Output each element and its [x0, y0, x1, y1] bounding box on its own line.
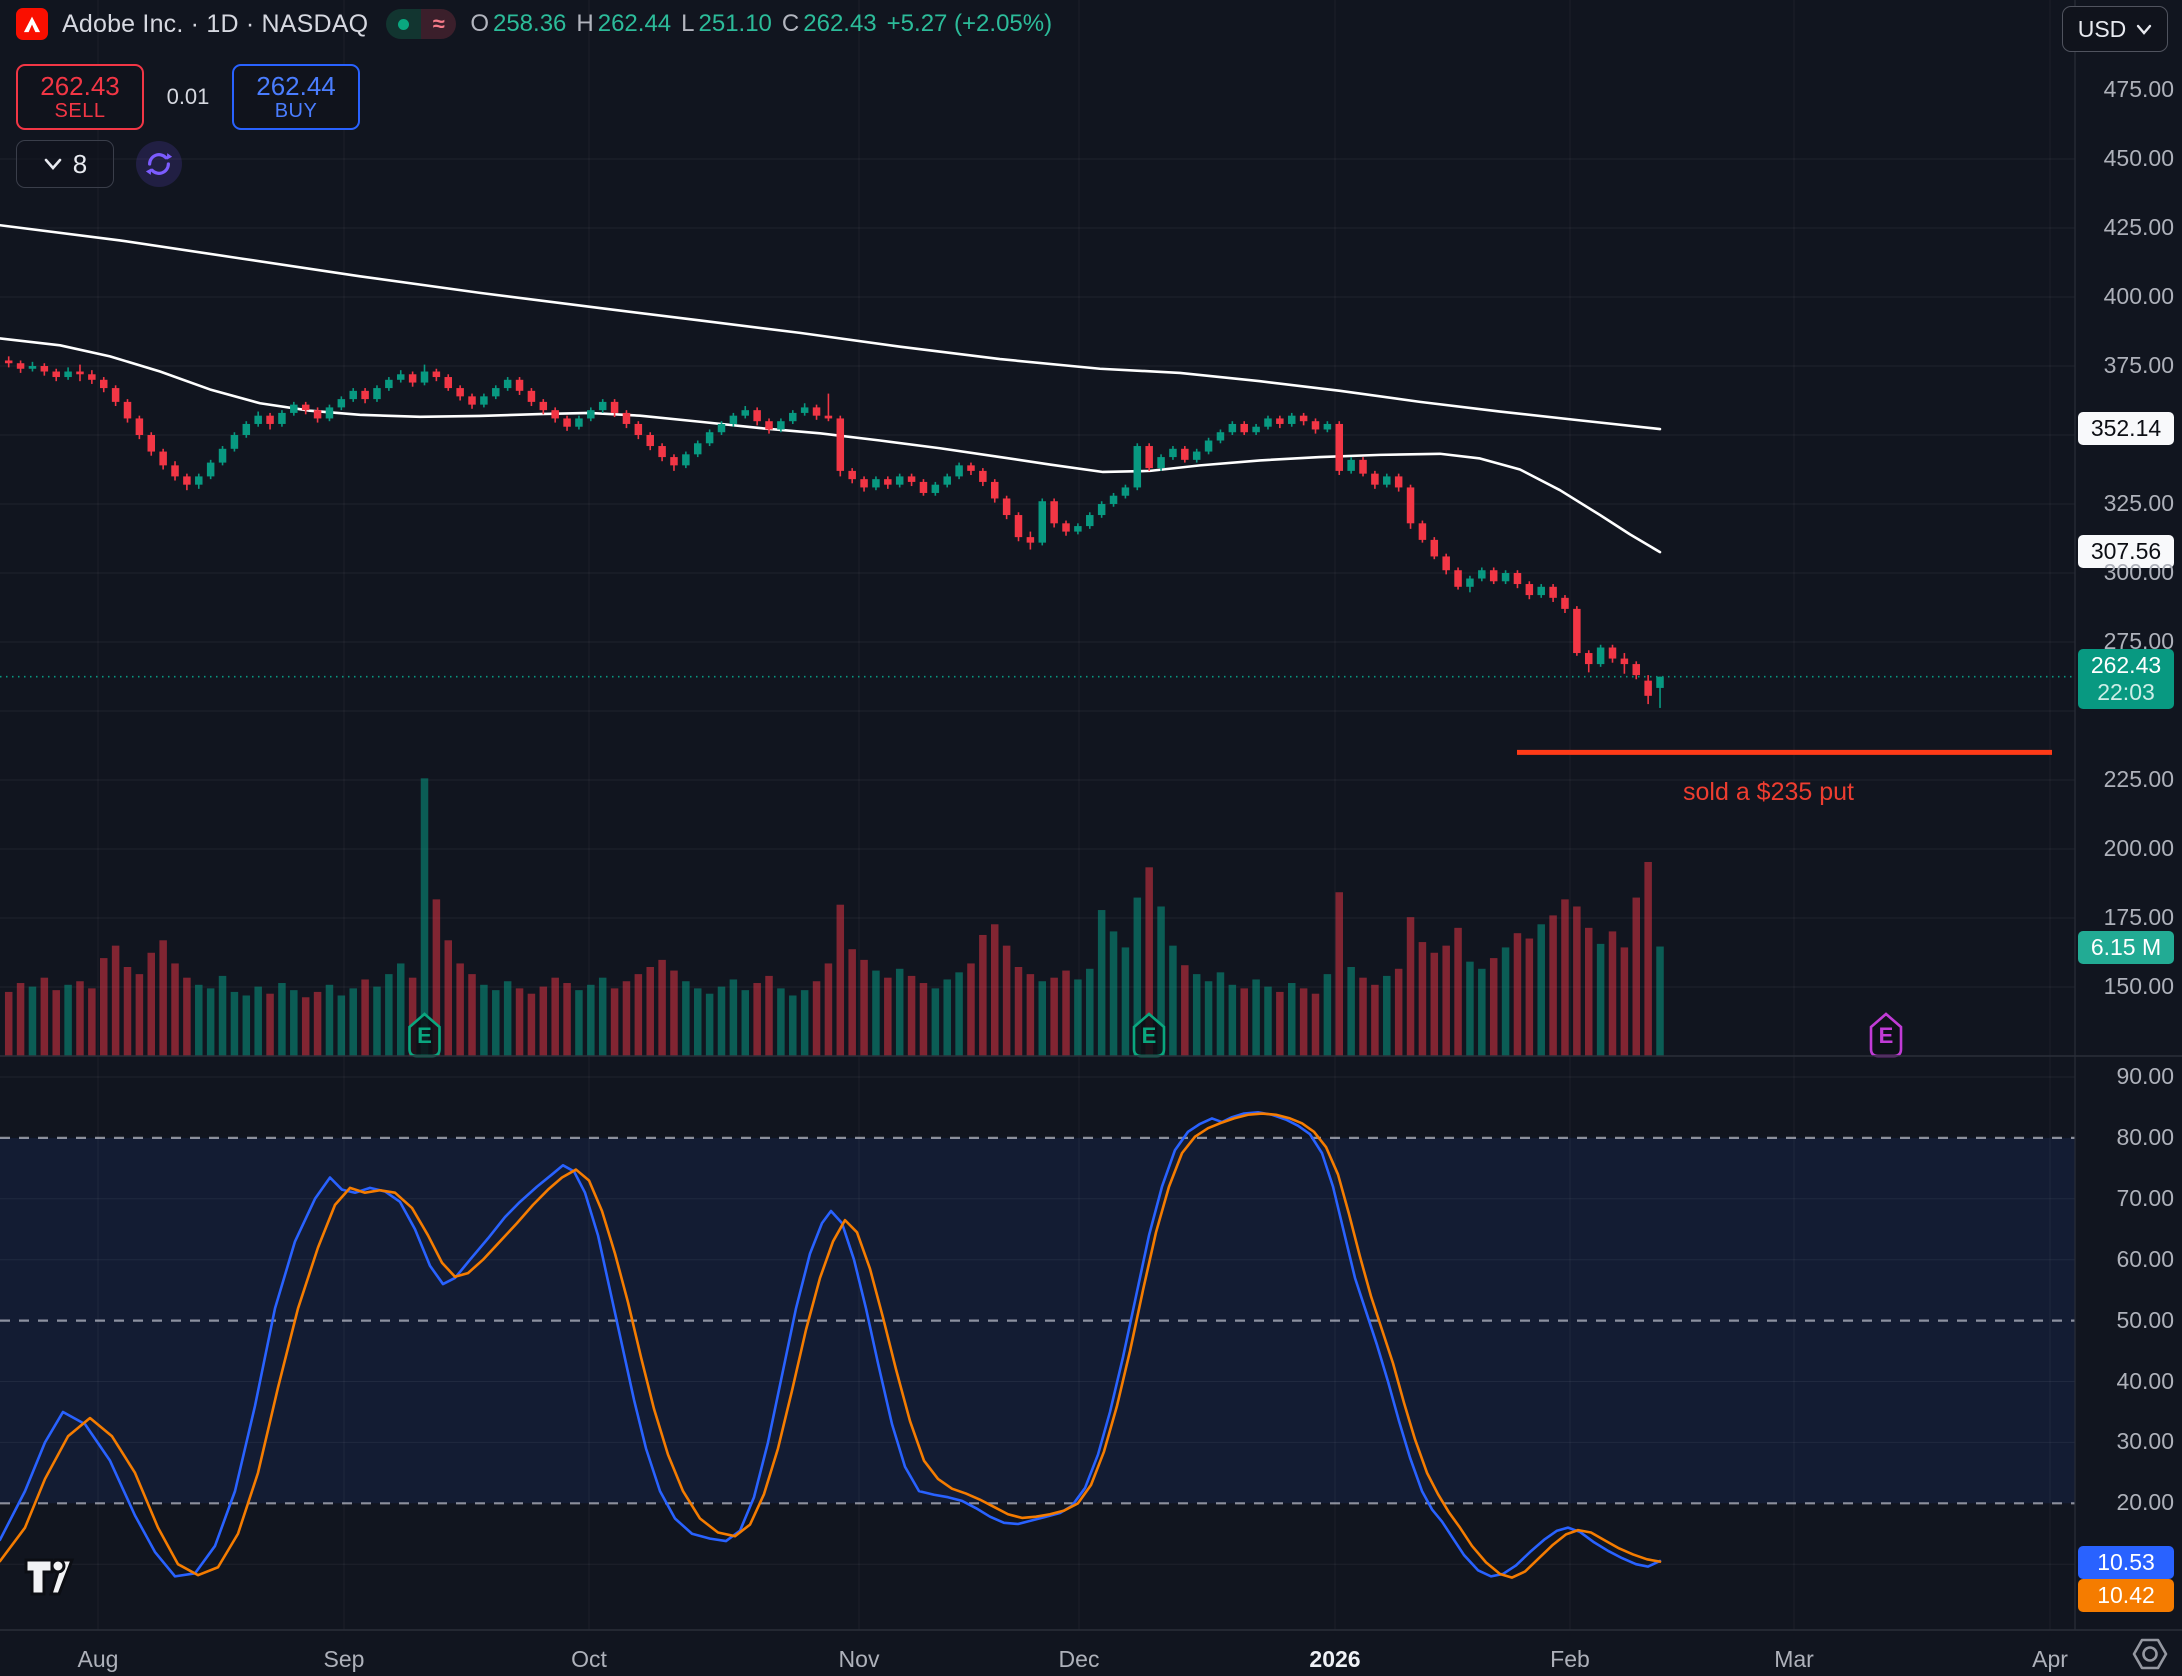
month-label: Oct — [571, 1646, 607, 1672]
axis-label: 80.00 — [2116, 1123, 2174, 1150]
month-label: Feb — [1550, 1646, 1590, 1672]
chevron-down-icon — [44, 158, 62, 170]
stoch-d-badge: 10.42 — [2078, 1579, 2174, 1612]
countdown-value: 22:03 — [2097, 678, 2155, 705]
ohlc-readout: O 258.36 H 262.44 L 251.10 C 262.43 +5.27 (+… — [470, 10, 1052, 38]
low-label: L — [681, 10, 695, 37]
drawings-dropdown[interactable]: 8 — [16, 140, 114, 188]
axis-label: 450.00 — [2103, 145, 2174, 171]
close-label: C — [781, 10, 800, 37]
axis-label: 325.00 — [2103, 490, 2174, 516]
month-label: Dec — [1058, 1646, 1100, 1672]
market-status-toggle[interactable]: ≈ — [386, 9, 457, 39]
tradingview-logo[interactable] — [22, 1556, 84, 1603]
stoch-k-badge: 10.53 — [2078, 1546, 2174, 1579]
month-label: Sep — [323, 1646, 365, 1672]
open-value: 258.36 — [492, 10, 567, 37]
axis-label: 425.00 — [2103, 214, 2174, 240]
earnings-icon: E — [408, 1012, 441, 1058]
high-value: 262.44 — [597, 10, 672, 37]
axis-label: 200.00 — [2103, 835, 2174, 861]
open-label: O — [470, 10, 489, 37]
change-value: +5.27 (+2.05%) — [886, 10, 1053, 37]
svg-text:E: E — [1879, 1023, 1894, 1048]
sell-button[interactable]: 262.43 SELL — [16, 64, 144, 130]
axis-label: 225.00 — [2103, 766, 2174, 792]
market-open-dot-icon — [386, 9, 422, 39]
chart-header: Adobe Inc. · 1D · NASDAQ ≈ O 258.36 H 262.… — [16, 8, 1052, 40]
last-price-badge: 262.43 22:03 — [2078, 648, 2174, 709]
axis-label: 30.00 — [2116, 1428, 2174, 1455]
last-price-value: 262.43 — [2090, 651, 2162, 678]
axis-label: 20.00 — [2116, 1489, 2174, 1516]
low-value: 251.10 — [698, 10, 772, 37]
axis-label: 90.00 — [2116, 1063, 2174, 1089]
chevron-down-icon — [2137, 24, 2152, 35]
put-line-annotation[interactable]: sold a $235 put — [1683, 778, 1854, 807]
month-label: Nov — [838, 1646, 880, 1672]
symbol-title[interactable]: Adobe Inc. · 1D · NASDAQ — [62, 9, 369, 38]
axis-label: 60.00 — [2116, 1245, 2174, 1272]
svg-text:E: E — [417, 1023, 432, 1048]
axis-label: 40.00 — [2116, 1367, 2174, 1394]
currency-dropdown[interactable]: USD — [2062, 6, 2168, 52]
refresh-icon — [145, 153, 173, 175]
ma-upper-price-badge: 352.14 — [2078, 412, 2174, 446]
trade-panel: 262.43 SELL 0.01 262.44 BUY — [16, 64, 360, 130]
axis-label: 475.00 — [2103, 76, 2174, 102]
month-label: Aug — [77, 1646, 119, 1672]
axis-label: 150.00 — [2103, 973, 2174, 999]
axis-label: 50.00 — [2116, 1306, 2174, 1333]
close-value: 262.43 — [803, 10, 877, 37]
axis-label: 275.00 — [2103, 628, 2174, 654]
svg-text:E: E — [1142, 1023, 1157, 1048]
earnings-icon: E — [1132, 1012, 1166, 1058]
month-label: 2026 — [1309, 1646, 1361, 1672]
axis-label: 400.00 — [2103, 283, 2174, 309]
toolbar-row: 8 — [16, 140, 182, 188]
axis-label: 70.00 — [2116, 1184, 2174, 1211]
extended-hours-icon: ≈ — [421, 9, 457, 39]
axis-label: 175.00 — [2103, 904, 2174, 930]
axis-label: 300.00 — [2103, 559, 2174, 585]
axis-label: 375.00 — [2103, 352, 2174, 378]
spread-value: 0.01 — [166, 84, 210, 109]
month-label: Mar — [1774, 1646, 1814, 1672]
high-label: H — [576, 10, 594, 37]
adobe-logo-icon[interactable] — [16, 8, 48, 40]
indicator-settings-icon[interactable] — [2128, 1632, 2172, 1676]
refresh-button[interactable] — [136, 141, 182, 187]
month-label: Apr — [2032, 1646, 2068, 1672]
volume-badge: 6.15 M — [2078, 930, 2174, 964]
time-axis[interactable]: Aug Sep Oct Nov Dec 2026 Feb Mar Apr — [0, 1638, 2182, 1676]
buy-button[interactable]: 262.44 BUY — [232, 64, 360, 130]
ma-lower-price-badge: 307.56 — [2078, 535, 2174, 569]
